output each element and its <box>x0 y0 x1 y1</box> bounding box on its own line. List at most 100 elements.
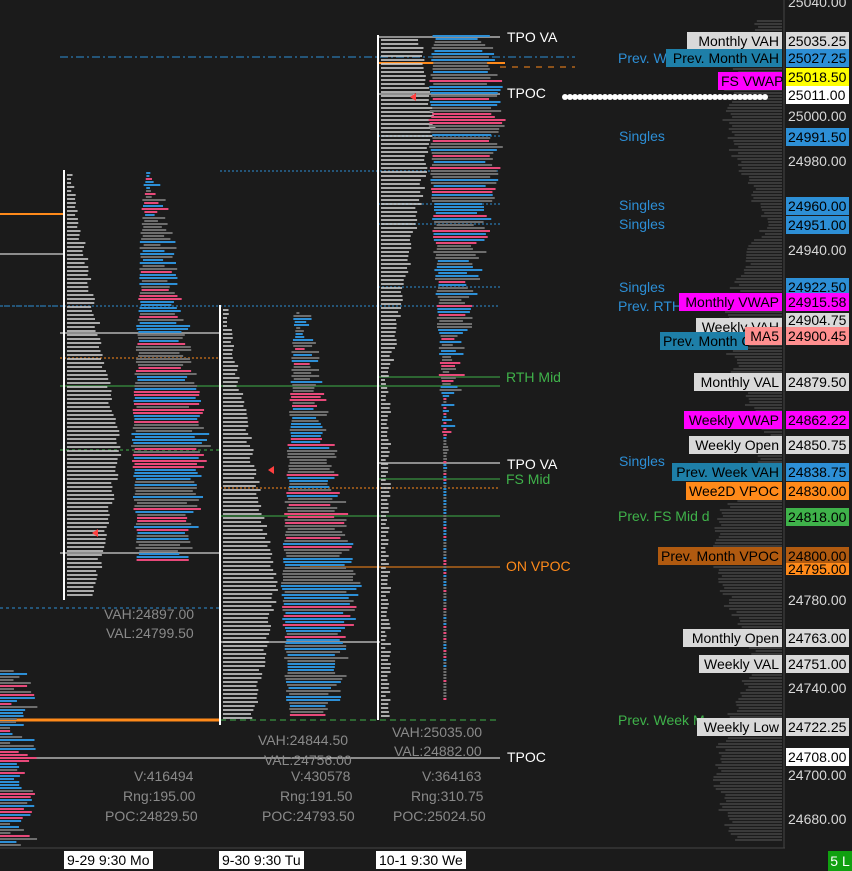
price-box-24751: 24751.00 <box>786 655 849 673</box>
right-volume-bar <box>748 686 782 688</box>
profile-label-fs-mid: FS Mid <box>506 471 551 487</box>
tpo-row <box>67 434 120 436</box>
tpo-row <box>67 458 118 460</box>
volume-bar <box>140 313 175 315</box>
volume-bar <box>136 556 189 558</box>
profile-bar <box>0 682 31 684</box>
volume-bar <box>286 555 340 557</box>
tpo-row <box>381 711 389 713</box>
tpo-row <box>67 262 85 264</box>
date-tab-session3[interactable]: 10-1 9:30 We <box>376 851 466 869</box>
volume-bar <box>433 215 487 217</box>
tpo-row <box>67 406 110 408</box>
tpo-row <box>67 534 107 536</box>
right-volume-bar <box>746 251 782 253</box>
price-marker-dot <box>702 94 708 100</box>
tpo-row <box>381 131 432 133</box>
profile-bar <box>0 838 38 840</box>
volume-bar <box>441 338 455 340</box>
volume-bar <box>296 312 300 314</box>
axis-tick-24980: 24980.00 <box>788 153 847 169</box>
volume-bar <box>443 683 447 685</box>
tpo-row <box>223 381 238 383</box>
right-volume-bar <box>727 503 782 505</box>
profile-bar <box>0 841 17 843</box>
volume-bar <box>440 386 458 388</box>
volume-bar <box>293 372 312 374</box>
right-volume-bar <box>731 596 782 598</box>
volume-bar <box>289 462 327 464</box>
date-tab-session2[interactable]: 9-30 9:30 Tu <box>219 851 304 869</box>
volume-bar <box>134 493 196 495</box>
volume-bar <box>134 499 199 501</box>
session1-range: Rng:195.00 <box>123 788 196 804</box>
price-box-24838: 24838.75 <box>786 463 849 481</box>
volume-bar <box>286 492 340 494</box>
tpo-row <box>223 325 227 327</box>
volume-bar <box>285 627 345 629</box>
tpo-row <box>67 366 103 368</box>
tpo-marker-triangle <box>410 93 416 101</box>
volume-bar <box>431 197 495 199</box>
tpo-row <box>381 447 389 449</box>
tpo-row <box>223 573 277 575</box>
volume-bar <box>289 708 328 710</box>
tpo-row <box>67 422 116 424</box>
tpo-row <box>67 510 109 512</box>
volume-bar <box>443 545 447 547</box>
price-box-24900: 24900.45 <box>786 327 849 345</box>
volume-bar <box>443 614 447 616</box>
right-volume-bar <box>713 566 782 568</box>
volume-bar <box>440 335 458 337</box>
tpo-row <box>223 489 261 491</box>
volume-bar <box>434 50 483 52</box>
tpo-row <box>381 683 390 685</box>
profile-bar <box>0 703 12 705</box>
volume-bar <box>430 104 498 106</box>
tpo-row <box>223 389 239 391</box>
date-tab-session1[interactable]: 9-29 9:30 Mo <box>64 851 153 869</box>
volume-bar <box>437 245 472 247</box>
volume-bar <box>292 339 314 341</box>
tpo-row <box>381 371 388 373</box>
tpo-row <box>223 497 258 499</box>
volume-bar <box>283 579 353 581</box>
tpo-row <box>223 557 271 559</box>
right-volume-bar <box>760 203 782 205</box>
volume-bar <box>283 615 351 617</box>
tpo-row <box>381 71 424 73</box>
session3-val: VAL:24882.00 <box>394 743 482 759</box>
tpo-row <box>67 446 121 448</box>
tpo-row <box>381 259 408 261</box>
volume-bar <box>292 402 315 404</box>
volume-bar <box>146 172 151 174</box>
volume-bar <box>139 277 178 279</box>
volume-bar <box>288 468 330 470</box>
volume-bar <box>430 182 497 184</box>
tpo-row <box>381 283 404 285</box>
right-volume-bar <box>767 227 782 229</box>
profile-bar <box>0 784 20 786</box>
volume-bar <box>443 650 447 652</box>
volume-bar <box>441 404 455 406</box>
tpo-row <box>67 386 108 388</box>
right-volume-bar <box>755 188 782 190</box>
tpo-row <box>223 501 259 503</box>
status-badge[interactable]: 5 L <box>828 851 852 871</box>
tpo-row <box>223 393 244 395</box>
volume-bar <box>134 487 197 489</box>
volume-bar <box>443 626 447 628</box>
volume-bar <box>443 494 447 496</box>
tpo-row <box>381 119 435 121</box>
volume-bar <box>434 206 484 208</box>
tpo-row <box>223 361 235 363</box>
tpo-row <box>381 243 412 245</box>
volume-bar <box>443 521 447 523</box>
volume-bar <box>146 187 150 189</box>
volume-bar <box>443 638 447 640</box>
volume-bar <box>289 429 327 431</box>
volume-bar <box>281 582 361 584</box>
tpo-row <box>381 51 423 53</box>
